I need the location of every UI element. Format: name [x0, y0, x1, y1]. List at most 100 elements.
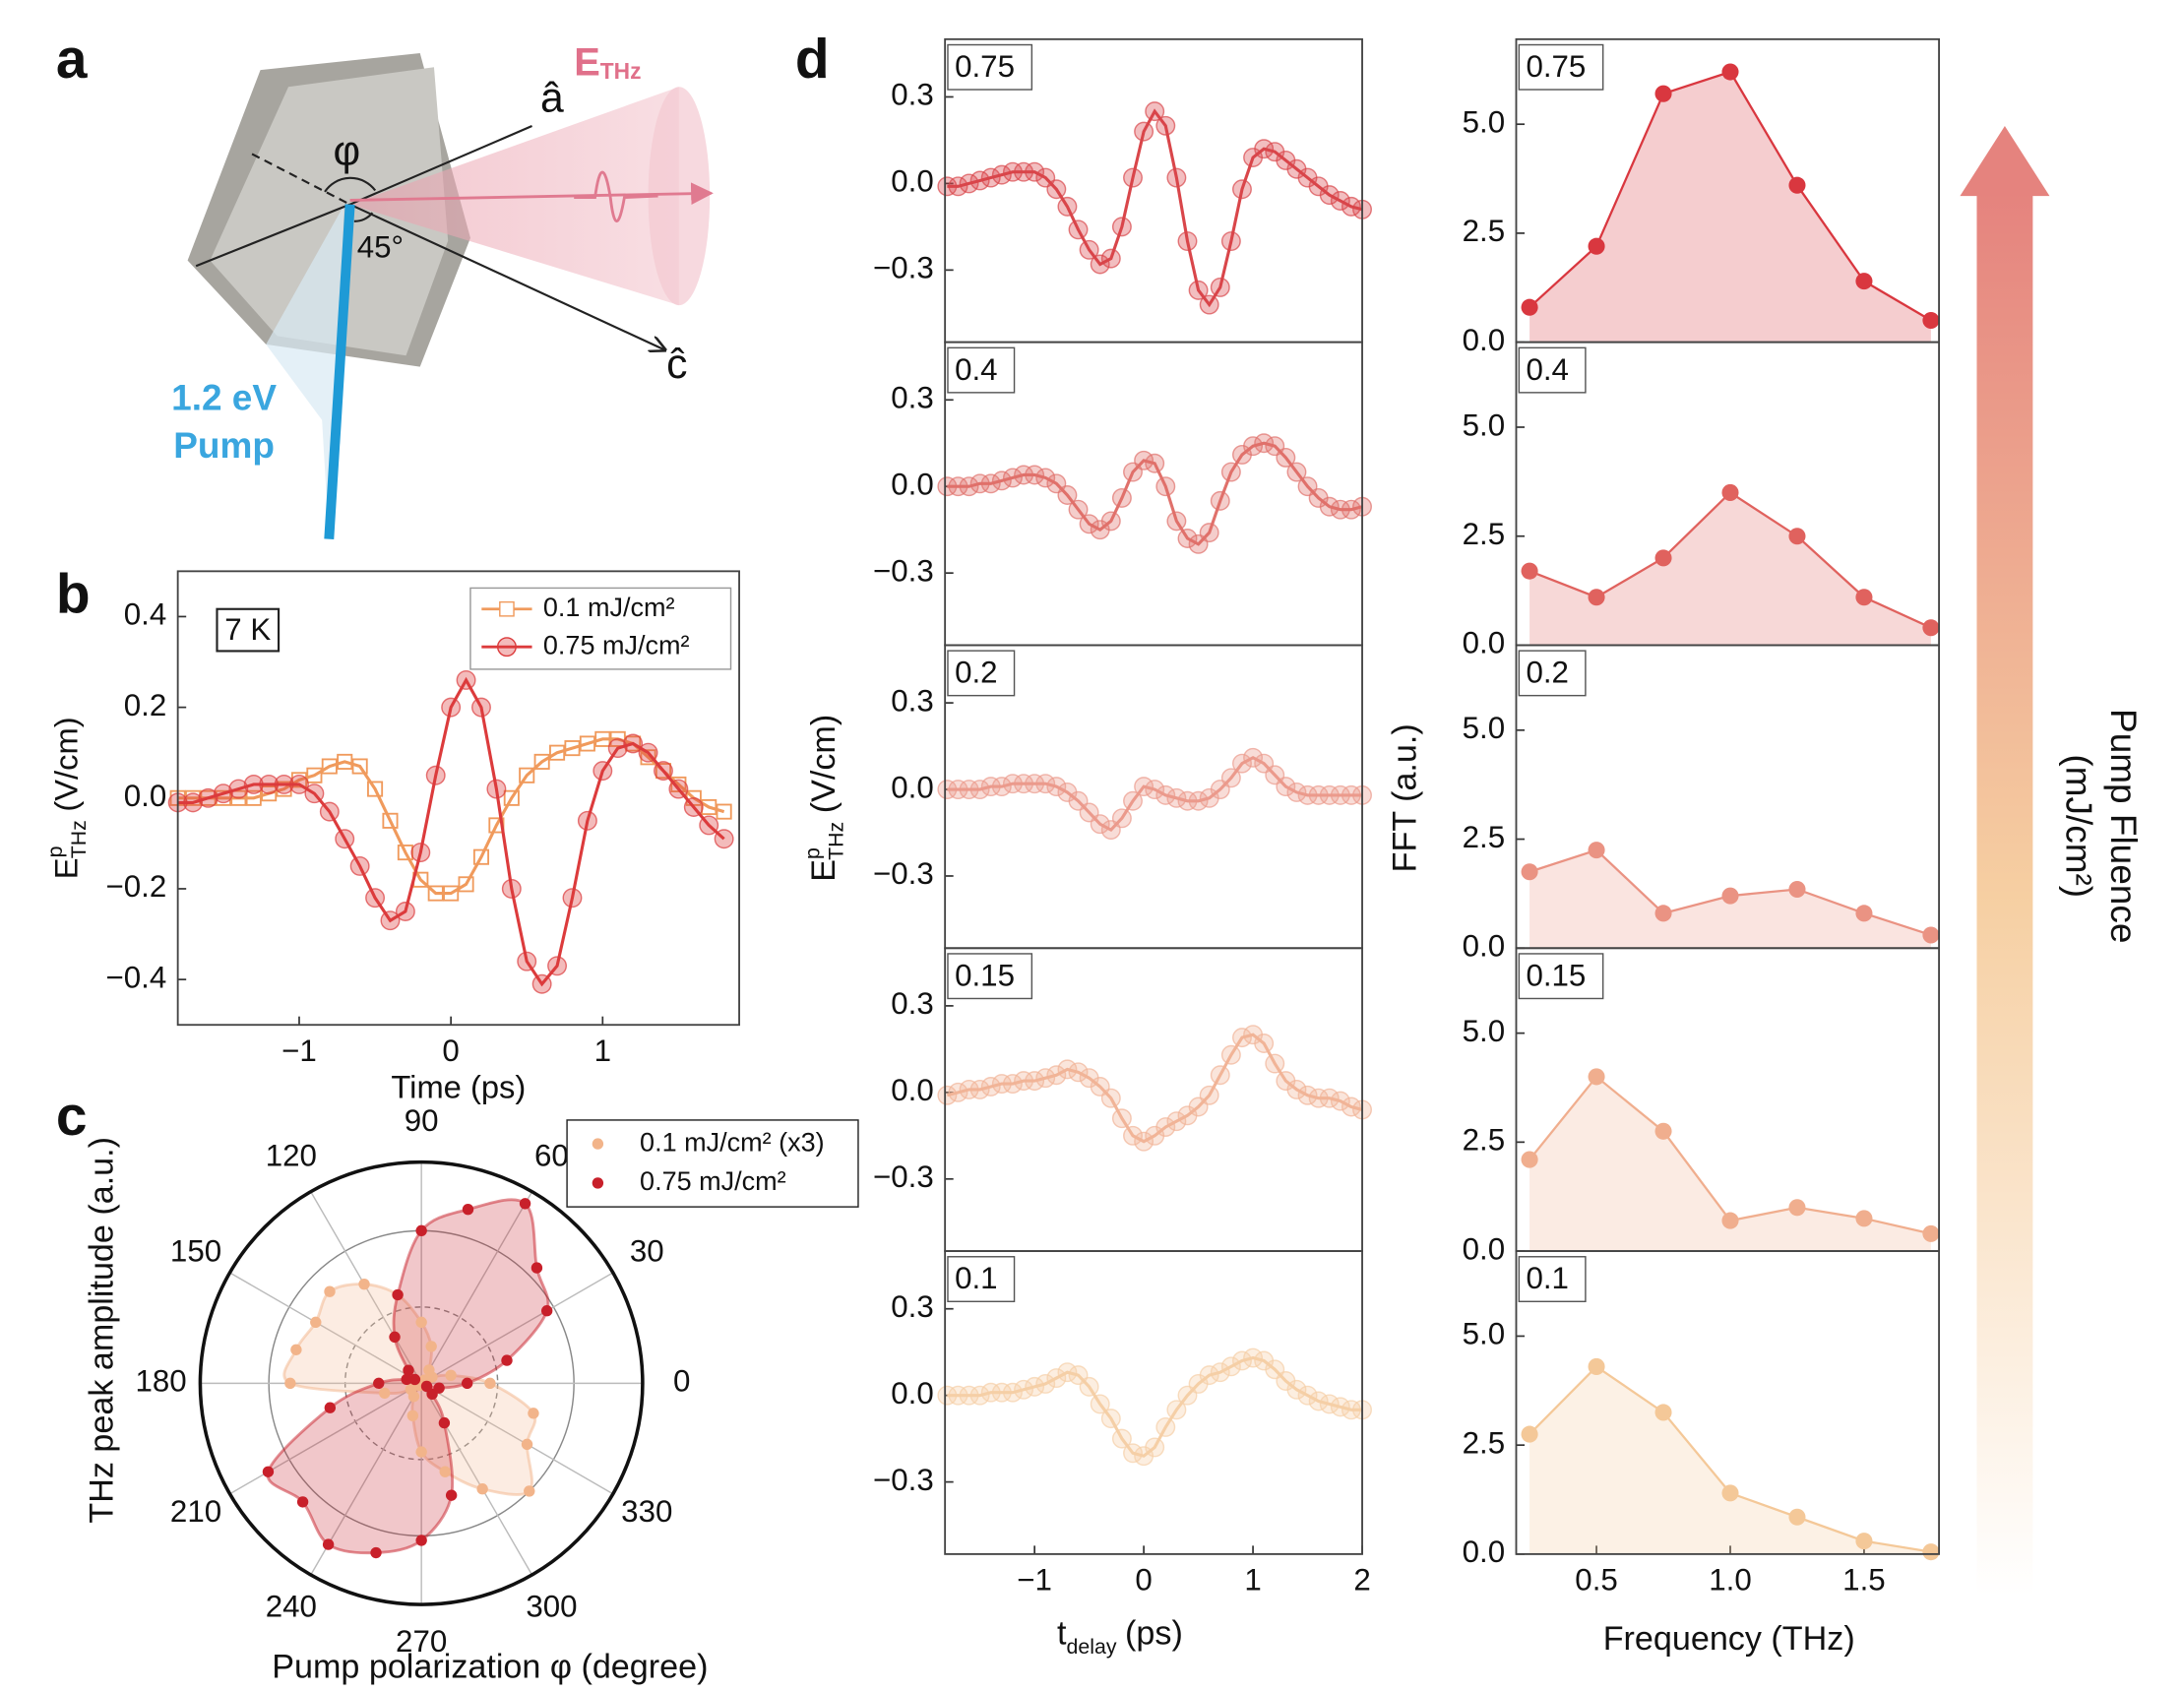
marker: [1308, 784, 1329, 805]
point: [425, 1341, 437, 1352]
point: [379, 1387, 391, 1400]
y-tick-label: 5.0: [1463, 711, 1506, 745]
legend-box: [566, 1119, 859, 1208]
marker: [213, 783, 233, 804]
marker: [1111, 1428, 1132, 1449]
legend-label: 0.1 mJ/cm²: [543, 593, 675, 622]
marker: [1922, 926, 1940, 944]
y-tick-label: 0.2: [124, 688, 166, 722]
marker: [547, 956, 568, 976]
y-tick-label: 0.0: [1463, 626, 1506, 660]
marker: [1721, 1212, 1739, 1229]
panel-title: 0.75: [1526, 49, 1586, 84]
marker: [1079, 1376, 1099, 1397]
marker: [1654, 549, 1672, 567]
x-axis-label: Pump polarization φ (degree): [272, 1649, 708, 1686]
panel-label: c: [56, 1085, 88, 1148]
field-label: ETHz: [574, 40, 641, 84]
marker: [319, 801, 340, 822]
y-tick-label: 0.0: [891, 770, 934, 804]
y-tick-label: −0.4: [106, 960, 167, 994]
marker: [1297, 1385, 1318, 1406]
marker: [1100, 248, 1121, 269]
marker: [517, 951, 537, 971]
marker: [1855, 1210, 1873, 1227]
plot-frame: [944, 1250, 1363, 1555]
marker: [304, 783, 325, 804]
panel-title: 0.15: [1526, 958, 1586, 992]
title-box: [1518, 346, 1587, 394]
fft-ylabel: FFT (a.u.): [1387, 723, 1424, 872]
marker: [683, 797, 704, 817]
marker: [562, 888, 583, 909]
marker: [1068, 499, 1089, 520]
point: [461, 1377, 473, 1390]
series-line: [947, 441, 1363, 546]
marker: [623, 733, 644, 754]
marker: [937, 476, 958, 497]
point: [370, 1546, 382, 1559]
time-ylabel-sub: THz: [824, 822, 847, 860]
marker: [443, 885, 460, 902]
marker: [1145, 453, 1165, 473]
marker: [716, 803, 732, 820]
y-tick-label: 0.0: [1463, 1231, 1506, 1266]
marker: [274, 774, 294, 794]
marker: [1220, 231, 1241, 251]
arrow-head: [1960, 126, 2050, 197]
y-tick-label: 0.0: [124, 779, 166, 813]
marker: [1046, 1065, 1067, 1086]
theta-tick-label: 60: [534, 1138, 569, 1172]
marker: [991, 1382, 1012, 1403]
marker: [1319, 185, 1340, 206]
a-axis: [349, 125, 532, 206]
marker: [1002, 161, 1023, 182]
c-axis-back: [251, 153, 351, 206]
marker: [1145, 1437, 1165, 1458]
y-tick-label: −0.3: [873, 553, 934, 588]
marker: [1588, 237, 1605, 255]
marker: [699, 815, 719, 836]
pump-energy: 1.2 eV: [171, 378, 277, 418]
marker: [1521, 863, 1538, 881]
marker: [1155, 115, 1176, 136]
marker: [1254, 1034, 1275, 1053]
marker: [1788, 1199, 1806, 1217]
marker: [1654, 1122, 1672, 1140]
y-tick-label: 0.3: [891, 78, 934, 112]
marker: [638, 742, 658, 763]
marker: [1166, 511, 1187, 532]
time-ylabel: EpTHz (V/cm): [800, 715, 847, 882]
marker: [380, 910, 401, 931]
marker: [1090, 814, 1110, 835]
marker: [1155, 1117, 1176, 1137]
marker: [228, 779, 249, 799]
marker: [1588, 1068, 1605, 1086]
phi-arc: [324, 176, 377, 193]
marker: [1134, 121, 1154, 142]
marker: [959, 1385, 979, 1406]
point: [524, 1485, 535, 1497]
marker: [1111, 808, 1132, 829]
marker: [1297, 784, 1318, 805]
marker: [198, 787, 218, 808]
x-tick-label: 1: [594, 1034, 611, 1068]
y-tick-label: −0.3: [873, 1159, 934, 1194]
arrow-shaft: [1976, 193, 2033, 1597]
panel-label: a: [56, 28, 88, 91]
marker: [501, 878, 522, 899]
point: [445, 1489, 458, 1501]
marker: [1788, 528, 1806, 545]
marker: [1855, 1533, 1873, 1550]
marker: [1341, 784, 1361, 805]
marker: [1155, 476, 1176, 497]
title-box: [947, 43, 1033, 91]
marker: [1014, 774, 1033, 794]
y-axis-label: THz peak amplitude (a.u.): [83, 1137, 120, 1524]
panel-label: b: [56, 562, 91, 625]
point: [290, 1344, 302, 1355]
title-box: [1518, 1256, 1587, 1302]
angle-label: 45°: [357, 229, 404, 264]
marker: [1232, 179, 1252, 200]
marker: [289, 774, 309, 794]
